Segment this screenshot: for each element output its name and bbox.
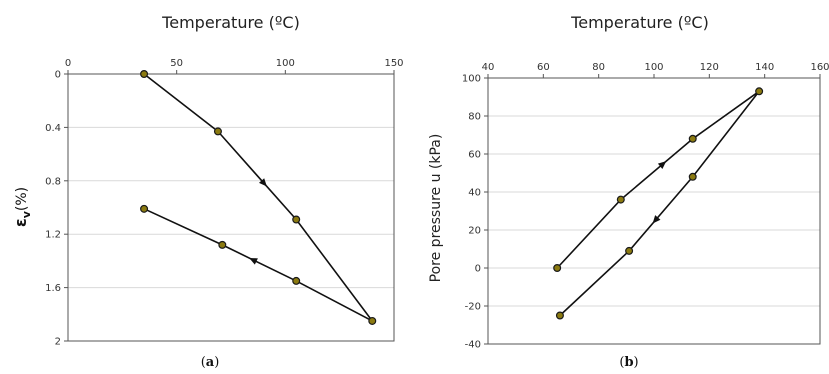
panel-a-open: (	[201, 355, 206, 370]
chart-a-x-tick-label: 50	[170, 58, 183, 69]
chart-a-y-tick-label: 0.8	[45, 176, 61, 187]
chart-a-series	[140, 69, 377, 325]
chart-a-y-tick-label: 2	[55, 337, 61, 348]
chart-a-y-tick-label: 0.4	[45, 123, 61, 134]
chart-b-y-tick-label: 100	[462, 74, 481, 85]
chart-b-data-point	[625, 246, 634, 255]
chart-b-series	[553, 87, 764, 320]
chart-a-x-tick-label: 0	[65, 58, 71, 69]
chart-b-direction-arrow	[652, 215, 661, 224]
panel-a-label: (a)	[201, 355, 220, 370]
chart-b-x-tick-label: 160	[810, 62, 829, 73]
chart-b-data-point	[688, 172, 697, 181]
chart-b-data-point	[755, 87, 764, 96]
chart-b-x-tick-label: 80	[592, 62, 605, 73]
panel-b-close: )	[634, 355, 639, 370]
chart-a-y-tick-label: 0	[55, 70, 61, 81]
chart-b-title: Temperature (ºC)	[570, 13, 709, 32]
chart-a-title: Temperature (ºC)	[161, 13, 300, 32]
chart-a-series-line	[143, 73, 373, 322]
chart-b-series-line	[556, 90, 760, 317]
chart-b-data-point	[616, 195, 625, 204]
chart-a-data-point	[140, 69, 149, 78]
chart-a-grid	[68, 73, 394, 342]
chart-a-data-point	[368, 316, 377, 325]
chart-a-y-ticks: 0 0.4 0.8 1.2 1.6 2	[45, 70, 68, 348]
chart-a-plot-area	[67, 73, 395, 342]
chart-a-y-tick-label: 1.6	[45, 283, 61, 294]
chart-b-x-tick-label: 60	[537, 62, 550, 73]
chart-b-data-point	[555, 311, 564, 320]
chart-a-data-point	[292, 215, 301, 224]
chart-a-data-point	[292, 276, 301, 285]
chart-b-y-tick-label: 0	[475, 264, 481, 275]
chart-b-x-tick-label: 140	[755, 62, 774, 73]
chart-a-direction-arrow	[249, 257, 258, 265]
chart-a-y-axis-label: εv(%)	[11, 187, 33, 227]
chart-b-data-point	[553, 264, 562, 273]
panel-b-label: (b)	[619, 355, 638, 370]
chart-a-x-tick-label: 150	[384, 58, 403, 69]
chart-b-y-tick-label: -40	[465, 340, 481, 351]
chart-b: Temperature (ºC) 40 60 80 100 120 140 160 100 8…	[428, 13, 829, 370]
chart-a-direction-arrow	[258, 178, 267, 187]
chart-a: Temperature (ºC) 0 50 100 150 0 0.4 0.8 1.2 1.6…	[11, 13, 404, 370]
chart-b-x-ticks: 40 60 80 100 120 140 160	[482, 62, 829, 78]
chart-b-y-tick-label: 40	[468, 188, 481, 199]
chart-a-y-tick-label: 1.2	[45, 230, 61, 241]
chart-a-ylabel-sub: v	[20, 210, 33, 218]
chart-b-y-axis-label: Pore pressure u (kPa)	[428, 134, 444, 283]
chart-a-data-point	[140, 204, 149, 213]
panel-b-open: (	[619, 355, 624, 370]
chart-b-x-tick-label: 40	[482, 62, 495, 73]
chart-b-plot-area	[487, 77, 821, 345]
chart-b-y-tick-label: 80	[468, 112, 481, 123]
chart-b-y-tick-label: -20	[465, 302, 481, 313]
chart-b-grid	[488, 77, 820, 345]
chart-a-ylabel-symbol: ε	[11, 218, 30, 227]
panel-b-letter: b	[624, 355, 633, 370]
chart-a-data-point	[213, 127, 222, 136]
chart-b-y-tick-label: 20	[468, 226, 481, 237]
chart-b-y-ticks: 100 80 60 40 20 0 -20 -40	[462, 74, 488, 351]
chart-b-x-tick-label: 120	[700, 62, 719, 73]
chart-a-x-tick-label: 100	[276, 58, 295, 69]
panel-a-letter: a	[206, 355, 215, 370]
chart-b-y-tick-label: 60	[468, 150, 481, 161]
chart-b-direction-arrow	[657, 161, 667, 170]
chart-b-x-tick-label: 100	[644, 62, 663, 73]
panel-a-close: )	[214, 355, 219, 370]
chart-a-x-ticks: 0 50 100 150	[65, 58, 404, 74]
chart-a-data-point	[218, 240, 227, 249]
chart-b-data-point	[688, 134, 697, 143]
chart-a-ylabel-rest: (%)	[14, 187, 30, 211]
